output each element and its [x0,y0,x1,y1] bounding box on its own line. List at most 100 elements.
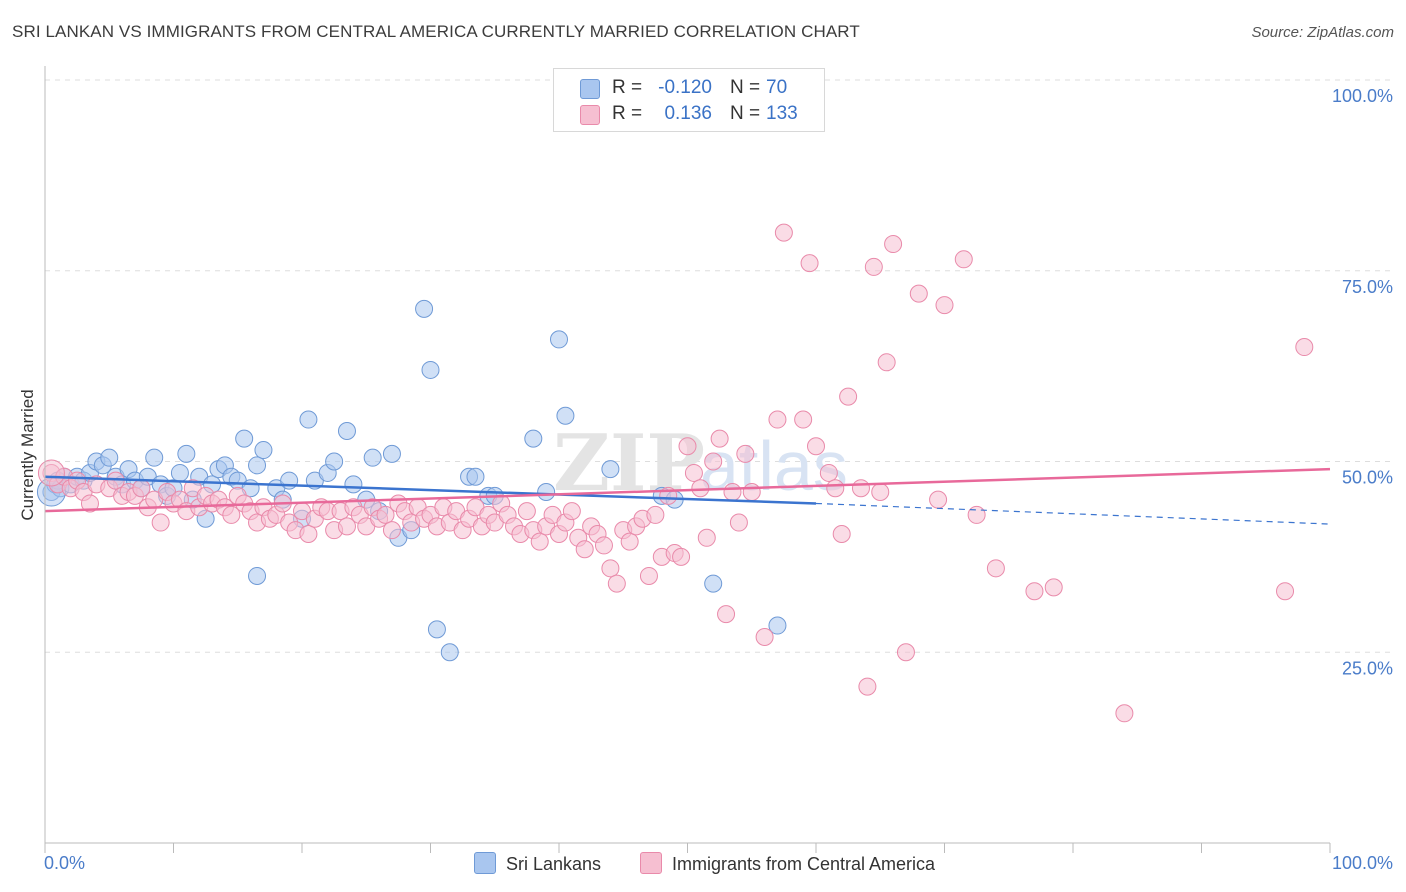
grid-layer [45,79,1392,653]
trend-line-sri-lankans [44,475,817,505]
central-america-point [646,505,665,524]
legend-n-value: 133 [766,103,798,124]
central-america-point [376,505,395,524]
legend-n-value: 70 [766,77,788,98]
sri-lankan-point [550,330,568,349]
sri-lankan-point [768,616,787,635]
legend-item-sri-lankans[interactable]: Sri Lankans [474,852,601,875]
central-america-point [601,559,620,578]
sri-lankan-point [556,406,575,425]
sri-lankan-point [100,448,119,467]
sri-lankan-point [704,574,723,593]
central-america-point [1025,582,1044,601]
central-america-point [909,284,928,303]
central-america-point [929,490,948,509]
central-america-point [826,479,845,498]
central-america-point [37,459,65,487]
central-america-point [896,643,915,662]
central-america-point [794,410,813,429]
central-america-point [562,502,581,521]
sri-lankan-point [299,410,318,429]
central-america-point [736,444,755,463]
central-america-point [967,505,986,524]
legend-n-label: N = [730,77,761,98]
central-america-point [672,547,691,566]
central-america-point [986,559,1005,578]
sri-lankan-point [337,421,356,440]
central-america-point [607,574,626,593]
sri-lankan-point [235,429,254,448]
legend-item-central-america[interactable]: Immigrants from Central America [640,852,935,875]
source-label: Source: ZipAtlas.com [1251,24,1394,41]
sri-lankan-point [440,643,459,662]
sri-lankan-point [427,620,446,639]
central-america-point [639,566,658,585]
x-tick-label: 100.0% [1332,853,1393,873]
central-america-point [710,429,729,448]
central-america-point [620,532,639,551]
central-america-point [575,540,594,559]
sri-lankan-point [170,463,189,482]
central-america-point [691,479,710,498]
sri-lankan-point [524,429,543,448]
central-america-point [1276,582,1295,601]
central-america-point [704,452,723,471]
central-america-point [678,437,697,456]
central-america-point [717,605,736,624]
y-tick-label: 75.0% [1342,277,1393,297]
central-america-point [774,223,793,242]
central-america-point [299,524,318,543]
central-america-point [839,387,858,406]
trend-lines [44,467,1331,525]
central-america-point [697,528,716,547]
legend-r-label: R = [612,77,643,98]
y-tick-label: 50.0% [1342,468,1393,488]
legend-swatch-blue [474,852,496,874]
central-america-point [594,536,613,555]
sri-lankan-point [344,475,363,494]
central-america-point [871,483,890,502]
axes: 100.0% 75.0% 50.0% 25.0% 0.0% 100.0% [44,66,1393,873]
chart-title: SRI LANKAN VS IMMIGRANTS FROM CENTRAL AM… [12,22,860,41]
central-america-point [723,483,742,502]
legend-swatch-pink [640,852,662,874]
central-america-point [151,513,170,532]
legend-r-value: -0.120 [658,77,712,98]
central-america-point [877,353,896,372]
central-america-point [819,463,838,482]
legend-label: Immigrants from Central America [672,854,936,874]
central-america-point [1295,338,1314,357]
trend-line-sri-lankans-extension [815,502,1331,525]
central-america-point [768,410,787,429]
central-america-point [884,235,903,254]
x-tick-label: 0.0% [44,853,85,873]
sri-lankan-point [363,448,382,467]
legend-swatch-pink [580,105,600,125]
central-america-point [80,494,99,513]
sri-lankan-point [325,452,344,471]
central-america-point [864,257,883,276]
central-america-point [807,437,825,456]
stats-legend: R = -0.120 N = 70 R = 0.136 N = 133 [553,68,825,132]
sri-lankan-point [537,483,556,502]
central-america-point [858,677,877,696]
series-central-america [37,223,1314,723]
legend-r-label: R = [612,103,643,124]
central-america-point [684,463,703,482]
sri-lankan-point [601,460,620,479]
y-tick-label: 25.0% [1342,658,1393,678]
central-america-point [337,517,356,536]
y-tick-label: 100.0% [1332,86,1393,106]
sri-lankan-point [248,456,267,475]
sri-lankan-point [254,441,273,460]
sri-lankan-point [248,566,267,585]
central-america-point [954,250,973,269]
sri-lankan-point [415,299,434,318]
trend-line-central-america [44,467,1331,513]
central-america-point [755,627,774,646]
sri-lankan-point [421,360,440,379]
central-america-point [935,296,954,315]
central-america-point [1115,704,1134,723]
legend-swatch-blue [580,79,600,99]
